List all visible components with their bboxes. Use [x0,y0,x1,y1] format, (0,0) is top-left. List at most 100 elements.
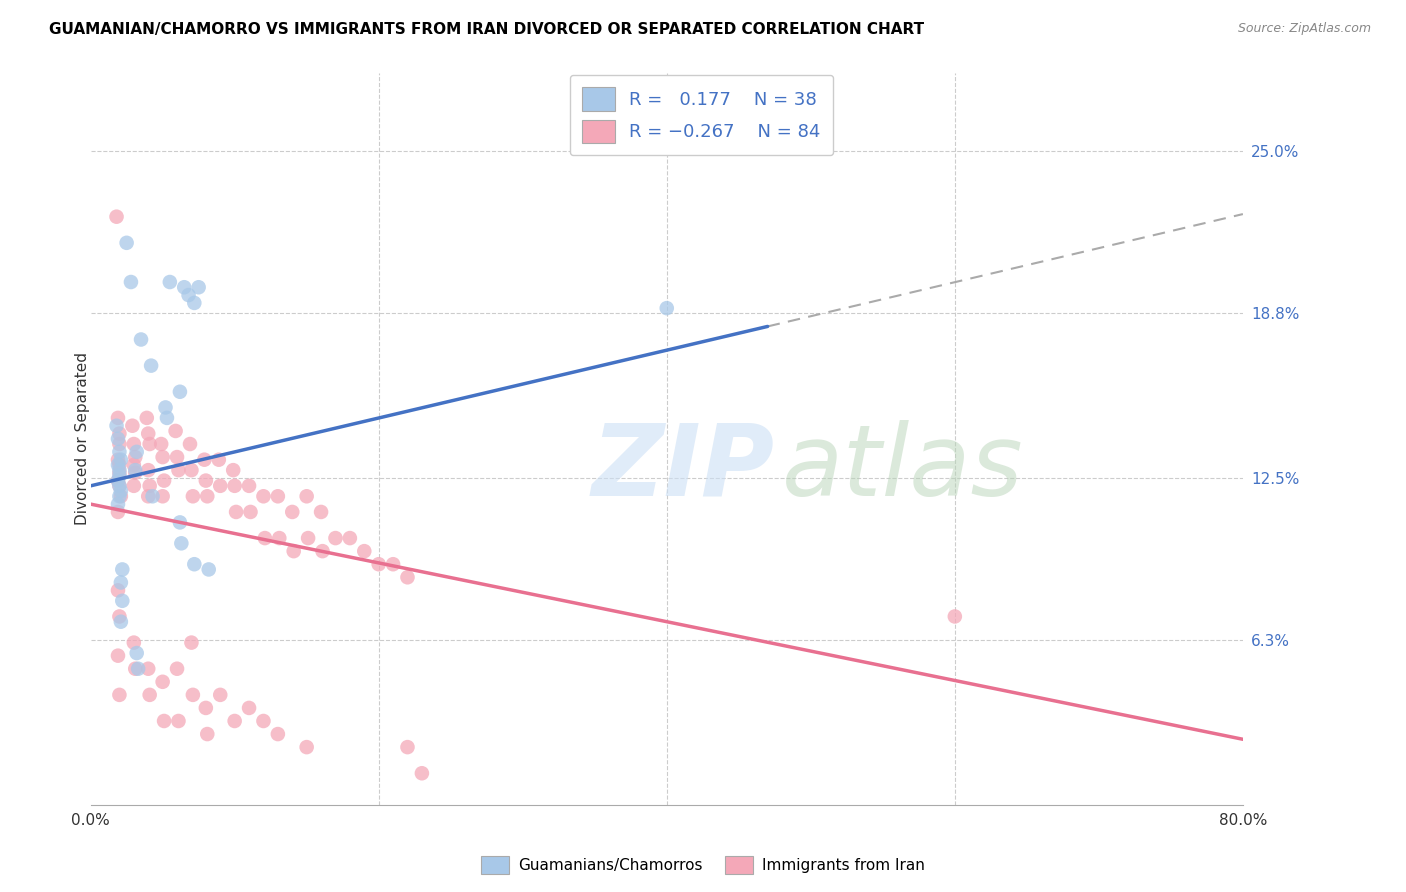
Point [110,484,132,499]
Point [150,437,173,451]
Point [167,714,190,728]
Point [110,452,132,467]
Point [181,688,204,702]
Point [195,489,218,503]
Point [108,466,131,480]
Point [166,450,188,464]
Point [138,479,160,493]
Point [108,468,131,483]
Point [122,635,145,649]
Point [222,463,245,477]
Point [108,437,131,451]
Point [138,437,160,451]
Point [125,646,148,660]
Point [181,489,204,503]
Point [110,575,132,590]
Point [136,662,159,676]
Point [107,497,129,511]
Point [153,474,176,488]
Point [208,452,231,467]
Point [136,463,159,477]
Point [183,296,205,310]
Point [115,235,138,250]
Point [197,562,219,576]
Point [156,410,179,425]
Point [124,463,146,477]
Point [167,463,190,477]
Point [183,558,205,572]
Point [253,531,276,545]
Point [108,426,131,441]
Point [194,701,217,715]
Point [138,688,160,702]
Point [129,333,152,347]
Point [325,531,347,545]
Point [107,474,129,488]
Point [125,445,148,459]
Point [339,531,361,545]
Point [124,662,146,676]
Point [382,558,405,572]
Point [166,662,188,676]
Point [107,458,129,472]
Point [122,479,145,493]
Point [238,479,260,493]
Point [107,505,129,519]
Point [655,301,678,315]
Point [165,424,187,438]
Point [139,359,162,373]
Point [152,674,174,689]
Point [309,505,332,519]
Point [943,609,966,624]
Text: ZIP: ZIP [592,419,775,516]
Point [107,474,129,488]
Point [411,766,433,780]
Point [269,531,291,545]
Point [209,688,232,702]
Point [127,662,149,676]
Point [195,727,218,741]
Point [107,648,129,663]
Point [159,275,181,289]
Point [108,688,131,702]
Point [111,594,134,608]
Text: atlas: atlas [782,419,1024,516]
Point [194,474,217,488]
Point [180,463,202,477]
Point [107,410,129,425]
Legend: Guamanians/Chamorros, Immigrants from Iran: Guamanians/Chamorros, Immigrants from Ir… [475,850,931,880]
Point [225,505,247,519]
Point [311,544,333,558]
Point [122,437,145,451]
Point [108,479,131,493]
Text: GUAMANIAN/CHAMORRO VS IMMIGRANTS FROM IRAN DIVORCED OR SEPARATED CORRELATION CHA: GUAMANIAN/CHAMORRO VS IMMIGRANTS FROM IR… [49,22,924,37]
Point [396,570,419,584]
Point [108,458,131,472]
Point [169,384,191,399]
Point [396,740,419,755]
Point [179,437,201,451]
Point [170,536,193,550]
Point [108,609,131,624]
Point [107,432,129,446]
Y-axis label: Divorced or Separated: Divorced or Separated [75,352,90,525]
Point [238,701,260,715]
Point [224,479,246,493]
Point [169,516,191,530]
Point [180,635,202,649]
Legend: R =   0.177    N = 38, R = −0.267    N = 84: R = 0.177 N = 38, R = −0.267 N = 84 [569,75,834,155]
Point [141,489,163,503]
Point [367,558,389,572]
Point [353,544,375,558]
Point [121,418,143,433]
Point [120,275,142,289]
Point [252,714,274,728]
Point [110,489,132,503]
Point [108,479,131,493]
Point [281,505,304,519]
Point [187,280,209,294]
Point [153,714,176,728]
Point [135,410,157,425]
Point [122,458,145,472]
Point [193,452,215,467]
